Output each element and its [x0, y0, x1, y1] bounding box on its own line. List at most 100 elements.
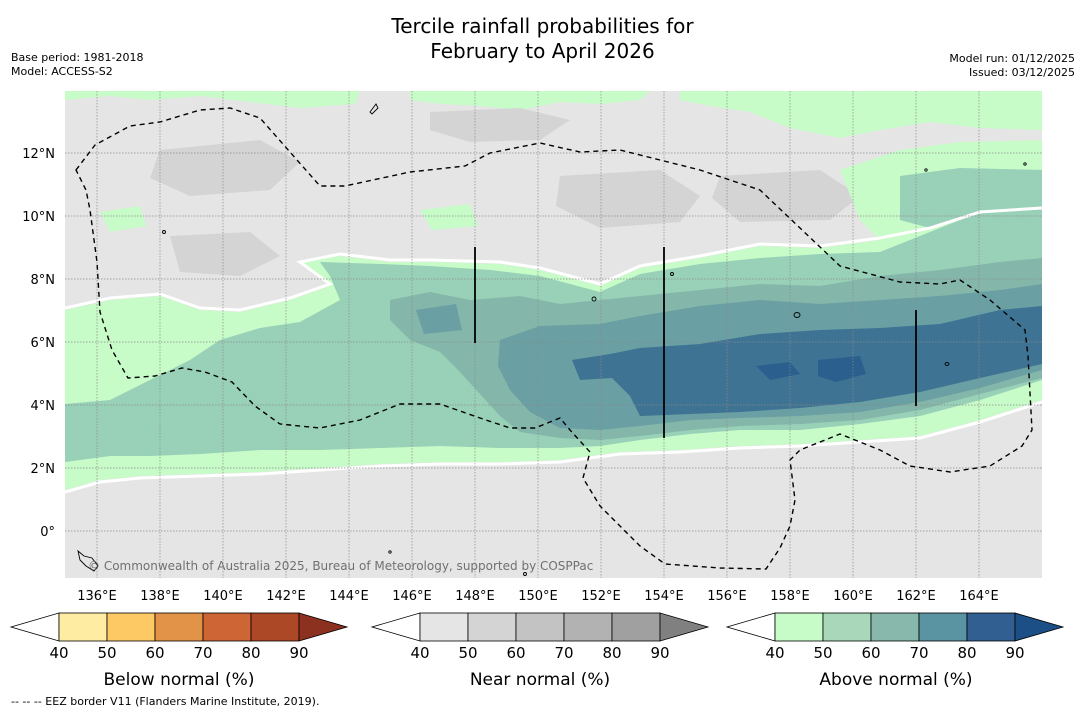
colorbar-above-seg-4 — [966, 612, 1016, 642]
boundary-line-north — [65, 206, 1042, 312]
colorbar-below — [9, 612, 349, 642]
field-above-80-core — [572, 306, 1042, 416]
colorbar-below-tick-90: 90 — [289, 644, 308, 662]
lat-label-12: 12°N — [22, 147, 55, 162]
colorbar-above-tick-40: 40 — [765, 644, 784, 662]
lat-label-2: 2°N — [31, 462, 56, 477]
field-above-40-pocket-a — [100, 206, 146, 232]
model-run: Model run: 01/12/2025 — [949, 52, 1075, 65]
colorbar-near-title: Near normal (%) — [470, 670, 610, 690]
lat-label-4: 4°N — [31, 399, 56, 414]
lon-label-136: 136°E — [77, 589, 117, 604]
island-pohnpei — [670, 272, 674, 276]
colorbar-below-tick-50: 50 — [97, 644, 116, 662]
lon-label-158: 158°E — [770, 589, 810, 604]
chart-title: Tercile rainfall probabilities for Febru… — [0, 14, 1085, 64]
colorbar-above — [725, 612, 1065, 642]
field-above-40-mid-patch — [410, 91, 650, 110]
eez-footnote: -- -- -- EEZ border V11 (Flanders Marine… — [11, 695, 320, 708]
issued-date: Issued: 03/12/2025 — [968, 66, 1075, 79]
field-above-50-east-north — [900, 168, 1042, 228]
copyright-text: © Commonwealth of Australia 2025, Bureau… — [88, 559, 593, 573]
field-above-90-core-a — [756, 362, 800, 380]
island-far-ne — [1023, 162, 1027, 166]
lon-label-140: 140°E — [203, 589, 243, 604]
field-above-70-patch — [416, 304, 462, 334]
lon-label-138: 138°E — [140, 589, 180, 604]
colorbar-above-tick-90: 90 — [1005, 644, 1024, 662]
colorbar-near-seg-0 — [419, 612, 469, 642]
title-line-1: Tercile rainfall probabilities for — [391, 14, 694, 38]
colorbar-above-seg-3 — [918, 612, 968, 642]
colorbar-below-title: Below normal (%) — [104, 670, 255, 690]
colorbar-below-seg-2 — [154, 612, 204, 642]
lon-labels: 136°E 138°E 140°E 142°E 144°E 146°E 148°… — [77, 589, 999, 604]
colorbar-above-ticks: 40 50 60 70 80 90 Above normal (%) — [765, 644, 1024, 690]
colorbar-near-tick-70: 70 — [554, 644, 573, 662]
title-line-2: February to April 2026 — [430, 39, 655, 63]
colorbar-below-low-arrow — [9, 612, 60, 642]
colorbar-above-tick-60: 60 — [861, 644, 880, 662]
colorbar-below-tick-40: 40 — [49, 644, 68, 662]
colorbar-below-high-arrow — [298, 612, 349, 642]
island-east — [944, 362, 950, 366]
island-small-a — [388, 550, 392, 554]
colorbar-below-seg-3 — [202, 612, 252, 642]
colorbar-above-seg-1 — [822, 612, 872, 642]
lon-label-150: 150°E — [518, 589, 558, 604]
field-near-50-b — [150, 140, 300, 196]
lon-label-164: 164°E — [959, 589, 999, 604]
lon-label-146: 146°E — [392, 589, 432, 604]
lat-label-6: 6°N — [31, 336, 56, 351]
colorbar-below-tick-80: 80 — [241, 644, 260, 662]
colorbar-above-seg-2 — [870, 612, 920, 642]
colorbar-near-seg-2 — [515, 612, 565, 642]
island-guam — [369, 103, 379, 115]
field-near-50-a — [430, 108, 570, 142]
field-near-50-d — [712, 170, 860, 222]
lon-label-162: 162°E — [896, 589, 936, 604]
lon-label-156: 156°E — [707, 589, 747, 604]
island-chuuk — [591, 296, 597, 302]
colorbar-near-low-arrow — [370, 612, 421, 642]
island-small-b — [523, 572, 527, 576]
colorbar-above-title: Above normal (%) — [819, 670, 972, 690]
field-above-40-pocket-b — [420, 204, 478, 230]
colorbar-below-seg-4 — [250, 612, 300, 642]
colorbar-above-tick-50: 50 — [813, 644, 832, 662]
eez-solid-lines — [474, 247, 917, 438]
colorbar-above-high-arrow — [1014, 612, 1065, 642]
colorbar-below-tick-60: 60 — [145, 644, 164, 662]
colorbar-near-seg-3 — [563, 612, 613, 642]
lon-label-144: 144°E — [329, 589, 369, 604]
colorbar-above-tick-80: 80 — [957, 644, 976, 662]
colorbar-below-seg-0 — [58, 612, 108, 642]
island-palau — [77, 549, 99, 572]
lat-label-8: 8°N — [31, 273, 56, 288]
island-kosrae — [793, 312, 801, 318]
islands — [77, 103, 1027, 576]
meta-right: Model run: 01/12/2025 Issued: 03/12/2025 — [949, 52, 1075, 80]
colorbar-near-tick-40: 40 — [410, 644, 429, 662]
lat-labels: 12°N 10°N 8°N 6°N 4°N 2°N 0° — [22, 147, 55, 540]
map-field — [65, 91, 1042, 578]
field-above-40-north-east — [680, 91, 1042, 138]
lon-label-148: 148°E — [455, 589, 495, 604]
eez-border — [75, 107, 1033, 570]
colorbar-above-tick-70: 70 — [909, 644, 928, 662]
colorbar-below-ticks: 40 50 60 70 80 90 Below normal (%) — [49, 644, 308, 690]
colorbar-below-seg-1 — [106, 612, 156, 642]
colorbar-near-tick-50: 50 — [458, 644, 477, 662]
colorbar-above-seg-0 — [774, 612, 824, 642]
colorbar-near-tick-80: 80 — [602, 644, 621, 662]
lat-label-10: 10°N — [22, 210, 55, 225]
lat-label-0: 0° — [40, 525, 55, 540]
gridlines — [65, 91, 1042, 578]
colorbar-near — [370, 612, 710, 642]
colorbar-near-ticks: 40 50 60 70 80 90 Near normal (%) — [410, 644, 669, 690]
island-yap — [162, 230, 166, 234]
colorbar-near-seg-1 — [467, 612, 517, 642]
lon-label-154: 154°E — [644, 589, 684, 604]
colorbar-near-high-arrow — [659, 612, 710, 642]
